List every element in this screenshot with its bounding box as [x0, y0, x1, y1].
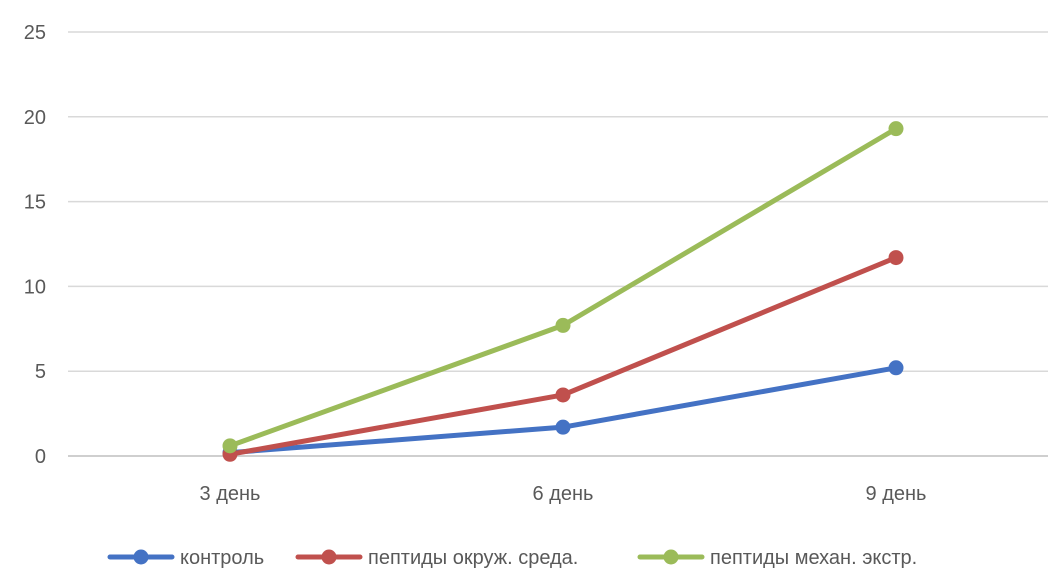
series-3 [222, 121, 904, 454]
y-tick-label: 15 [24, 192, 46, 214]
x-tick-label: 9 день [866, 483, 927, 505]
legend-label: пептиды окруж. среда. [368, 547, 578, 569]
x-tick-label: 6 день [533, 483, 594, 505]
y-tick-label: 25 [24, 22, 46, 44]
y-tick-label: 0 [35, 446, 46, 468]
data-point [555, 317, 571, 333]
y-tick-label: 5 [35, 361, 46, 383]
data-point [555, 387, 571, 403]
legend-entry: пептиды окруж. среда. [295, 547, 578, 569]
legend-label: контроль [180, 547, 264, 569]
legend: контроль пептиды окруж. среда. пептиды мех… [107, 547, 917, 569]
legend-swatch-marker [663, 549, 679, 565]
legend-swatch-marker [321, 549, 337, 565]
data-point [888, 121, 904, 137]
y-tick-label: 10 [24, 276, 46, 298]
x-axis-tick-labels: 3 день 6 день 9 день [200, 483, 927, 505]
y-tick-label: 20 [24, 107, 46, 129]
legend-entry: контроль [107, 547, 264, 569]
y-axis-tick-labels: 0 5 10 15 20 25 [24, 22, 46, 468]
data-point [888, 360, 904, 376]
data-point [888, 250, 904, 266]
series-lines [222, 121, 904, 462]
legend-swatch-marker [133, 549, 149, 565]
legend-entry: пептиды механ. экстр. [637, 547, 917, 569]
legend-label: пептиды механ. экстр. [710, 547, 917, 569]
data-point [555, 419, 571, 435]
x-tick-label: 3 день [200, 483, 261, 505]
data-point [222, 438, 238, 454]
grid-lines [68, 31, 1048, 457]
